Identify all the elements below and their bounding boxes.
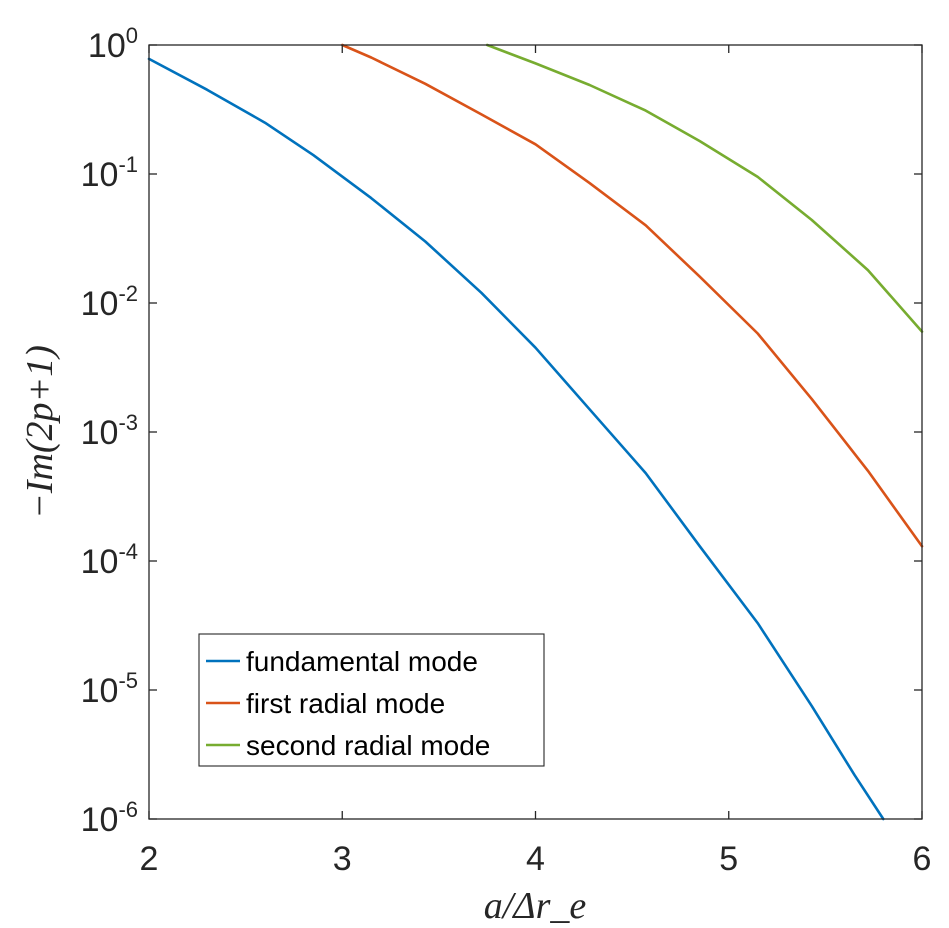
y-axis-label: −Im(2p+1) <box>19 345 61 519</box>
y-tick-label: 10-3 <box>81 410 138 452</box>
legend-label-2: first radial mode <box>246 688 445 719</box>
y-tick-base: 10 <box>81 414 119 452</box>
x-axis-label: a/Δr_e <box>484 885 587 927</box>
legend-box <box>198 633 545 767</box>
y-tick-label: 100 <box>88 23 138 65</box>
legend: fundamental mode first radial mode second … <box>198 633 545 767</box>
y-tick-exponent: -6 <box>118 797 138 822</box>
y-tick-base: 10 <box>81 672 119 710</box>
y-tick-exponent: -2 <box>118 281 138 306</box>
y-tick-label: 10-5 <box>81 668 138 710</box>
y-tick-base: 10 <box>81 543 119 581</box>
series-line-1 <box>147 57 885 821</box>
y-tick-base: 10 <box>88 27 126 65</box>
y-tick-exponent: -4 <box>118 539 138 564</box>
x-tick-label: 6 <box>913 840 932 878</box>
x-tick-label: 5 <box>719 840 738 878</box>
y-tick-exponent: 0 <box>126 23 138 48</box>
y-tick-base: 10 <box>81 285 119 323</box>
legend-items: fundamental mode first radial mode second … <box>206 646 490 761</box>
x-tick-label: 3 <box>333 840 352 878</box>
series-line-3 <box>485 43 924 333</box>
y-tick-base: 10 <box>81 156 119 194</box>
y-tick-base: 10 <box>81 801 119 839</box>
y-tick-label: 10-1 <box>81 152 138 194</box>
y-tick-exponent: -5 <box>118 668 138 693</box>
y-tick-label: 10-6 <box>81 797 138 839</box>
y-tick-exponent: -1 <box>118 152 138 177</box>
y-tick-exponent: -3 <box>118 410 138 435</box>
y-tick-label: 10-2 <box>81 281 138 323</box>
axis-ticks <box>148 44 923 820</box>
series-lines <box>147 43 924 821</box>
series-line-2 <box>340 43 924 548</box>
y-tick-label: 10-4 <box>81 539 138 581</box>
x-tick-label: 2 <box>140 840 159 878</box>
x-tick-label: 4 <box>526 840 545 878</box>
x-tick-labels: 2 3 4 5 6 <box>140 840 932 878</box>
legend-label-1: fundamental mode <box>246 646 478 677</box>
legend-label-3: second radial mode <box>246 730 490 761</box>
